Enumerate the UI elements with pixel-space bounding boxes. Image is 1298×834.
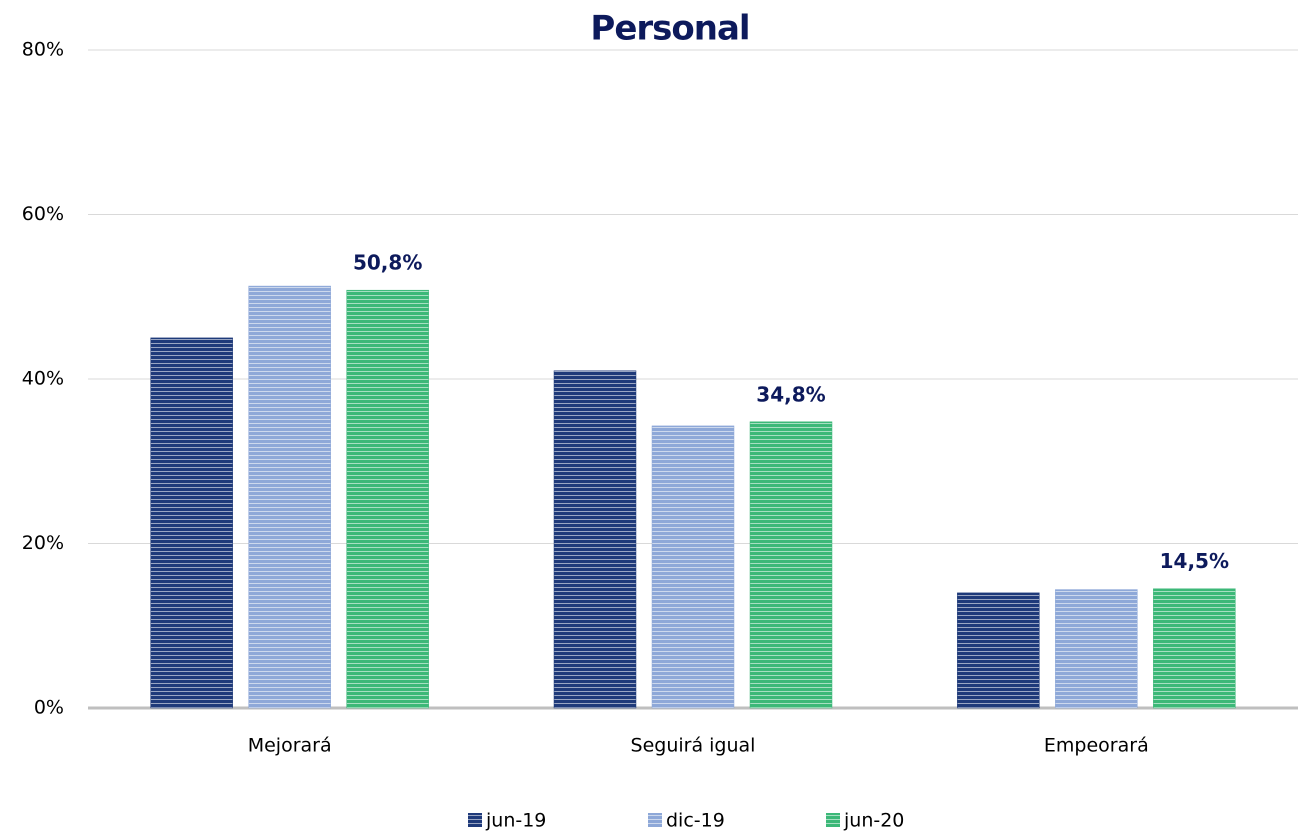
bar: [553, 370, 637, 709]
legend-label: jun-19: [485, 810, 546, 832]
legend-item: dic-19: [648, 810, 725, 832]
legend-item: jun-20: [826, 810, 904, 832]
bar: [248, 285, 331, 709]
bar: [651, 425, 735, 709]
data-label: 34,8%: [756, 382, 825, 406]
y-tick-label: 80%: [22, 39, 64, 61]
legend-label: jun-20: [843, 810, 904, 832]
legend-item: jun-19: [468, 810, 546, 832]
y-tick-label: 60%: [22, 203, 64, 225]
bar: [346, 289, 429, 709]
y-tick-label: 0%: [34, 697, 64, 719]
x-tick-label: Mejorará: [248, 735, 332, 757]
data-label: 14,5%: [1160, 549, 1229, 573]
legend-label: dic-19: [666, 810, 725, 832]
data-label: 50,8%: [353, 251, 422, 275]
x-tick-label: Empeorará: [1044, 735, 1149, 757]
legend-swatch: [468, 813, 482, 827]
legend-swatch: [648, 813, 662, 827]
chart-title: Personal: [590, 9, 749, 49]
bar: [1153, 588, 1236, 709]
x-tick-label: Seguirá igual: [631, 735, 756, 757]
bar: [957, 592, 1040, 709]
y-tick-label: 40%: [22, 368, 64, 390]
bar: [749, 421, 833, 709]
bar: [1055, 589, 1138, 709]
y-tick-label: 20%: [22, 532, 64, 554]
bar: [150, 337, 233, 709]
legend-swatch: [826, 813, 840, 827]
